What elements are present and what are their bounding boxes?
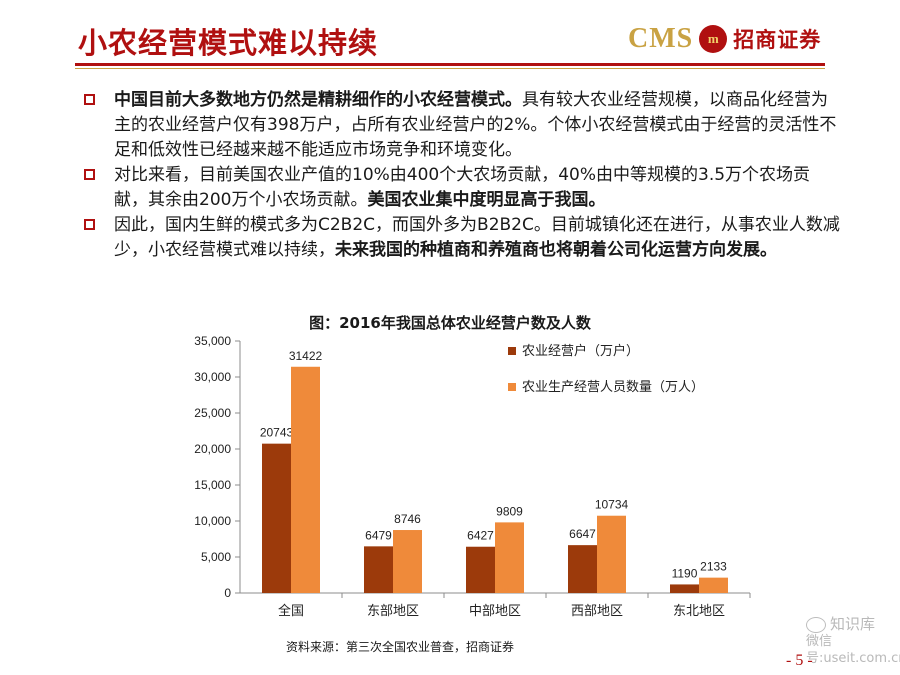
data-label: 6427 [467, 529, 494, 543]
logo-mark-icon: m [699, 25, 728, 53]
y-tick-label: 30,000 [194, 370, 231, 384]
bar [568, 545, 597, 593]
x-tick-label: 全国 [278, 603, 304, 618]
bar [495, 522, 524, 593]
bar [393, 530, 422, 593]
bar [466, 546, 495, 593]
chart-title: 图：2016年我国总体农业经营户数及人数 [309, 314, 591, 332]
bar [699, 577, 728, 593]
legend-label: 农业生产经营人员数量（万人） [522, 380, 704, 395]
legend-label: 农业经营户（万户） [522, 343, 639, 359]
bar [597, 515, 626, 593]
y-tick-label: 25,000 [194, 406, 231, 420]
bullet-text: 具有较大农业经营规模，以商品化经营为主的农业经营户仅有398万户，占所有农业经营… [114, 90, 837, 160]
logo-cms-text: CMS [628, 23, 694, 54]
bullet-text-bold: 未来我国的种植商和养殖商也将朝着公司化运营方向发展。 [335, 240, 777, 260]
watermark: 知识库 微信号:useit.com.cn [806, 616, 900, 667]
y-tick-label: 20,000 [194, 442, 231, 456]
data-label: 1190 [672, 566, 698, 580]
bullet-text: 对比来看，目前美国农业产值的10%由400个大农场贡献，40%由中等规模的3.5… [114, 165, 811, 210]
checkbox-bullet-icon [84, 219, 95, 230]
data-label: 6479 [365, 528, 392, 542]
watermark-subtitle: 微信号:useit.com.cn [806, 634, 900, 666]
legend-swatch [508, 347, 516, 355]
bullet-item: 对比来看，目前美国农业产值的10%由400个大农场贡献，40%由中等规模的3.5… [84, 163, 844, 213]
company-logo: CMS m 招商证券 [628, 23, 822, 54]
data-label: 20743 [260, 426, 294, 440]
x-tick-label: 中部地区 [469, 603, 521, 618]
data-label: 8746 [394, 512, 421, 526]
data-label: 9809 [496, 504, 523, 518]
bullet-text-bold: 中国目前大多数地方仍然是精耕细作的小农经营模式。 [114, 90, 522, 110]
bar [291, 366, 320, 593]
data-label: 6647 [569, 527, 596, 541]
y-tick-label: 15,000 [194, 478, 231, 492]
page-number: - 5 - [786, 652, 813, 669]
x-tick-label: 东部地区 [367, 603, 419, 618]
watermark-title: 知识库 [830, 615, 876, 633]
legend-swatch [508, 383, 516, 391]
title-divider-red [75, 63, 825, 66]
data-label: 2133 [700, 560, 727, 574]
bar [670, 584, 699, 593]
bullet-item: 中国目前大多数地方仍然是精耕细作的小农经营模式。具有较大农业经营规模，以商品化经… [84, 88, 844, 163]
bullet-text-bold: 美国农业集中度明显高于我国。 [367, 190, 606, 210]
page-title: 小农经营模式难以持续 [78, 26, 379, 60]
wechat-icon [806, 616, 826, 633]
bullet-text: 因此，国内生鲜的模式多为C2B2C，而国外多为B2B2C。目前城镇化还在进行，从… [114, 215, 840, 260]
data-label: 31422 [289, 349, 323, 363]
title-divider-gold [75, 68, 825, 69]
logo-company-name: 招商证券 [733, 28, 822, 52]
x-tick-label: 西部地区 [571, 603, 623, 618]
source-note: 资料来源：第三次全国农业普查，招商证券 [286, 640, 515, 654]
x-tick-label: 东北地区 [673, 603, 725, 618]
checkbox-bullet-icon [84, 169, 95, 180]
checkbox-bullet-icon [84, 94, 95, 105]
data-label: 10734 [595, 498, 629, 512]
y-tick-label: 10,000 [194, 514, 231, 528]
y-tick-label: 5,000 [201, 550, 231, 564]
y-tick-label: 0 [224, 586, 231, 600]
bar [364, 546, 393, 593]
bullet-list: 中国目前大多数地方仍然是精耕细作的小农经营模式。具有较大农业经营规模，以商品化经… [84, 88, 844, 263]
y-tick-label: 35,000 [194, 334, 231, 348]
bullet-item: 因此，国内生鲜的模式多为C2B2C，而国外多为B2B2C。目前城镇化还在进行，从… [84, 213, 844, 263]
bar [262, 443, 291, 593]
